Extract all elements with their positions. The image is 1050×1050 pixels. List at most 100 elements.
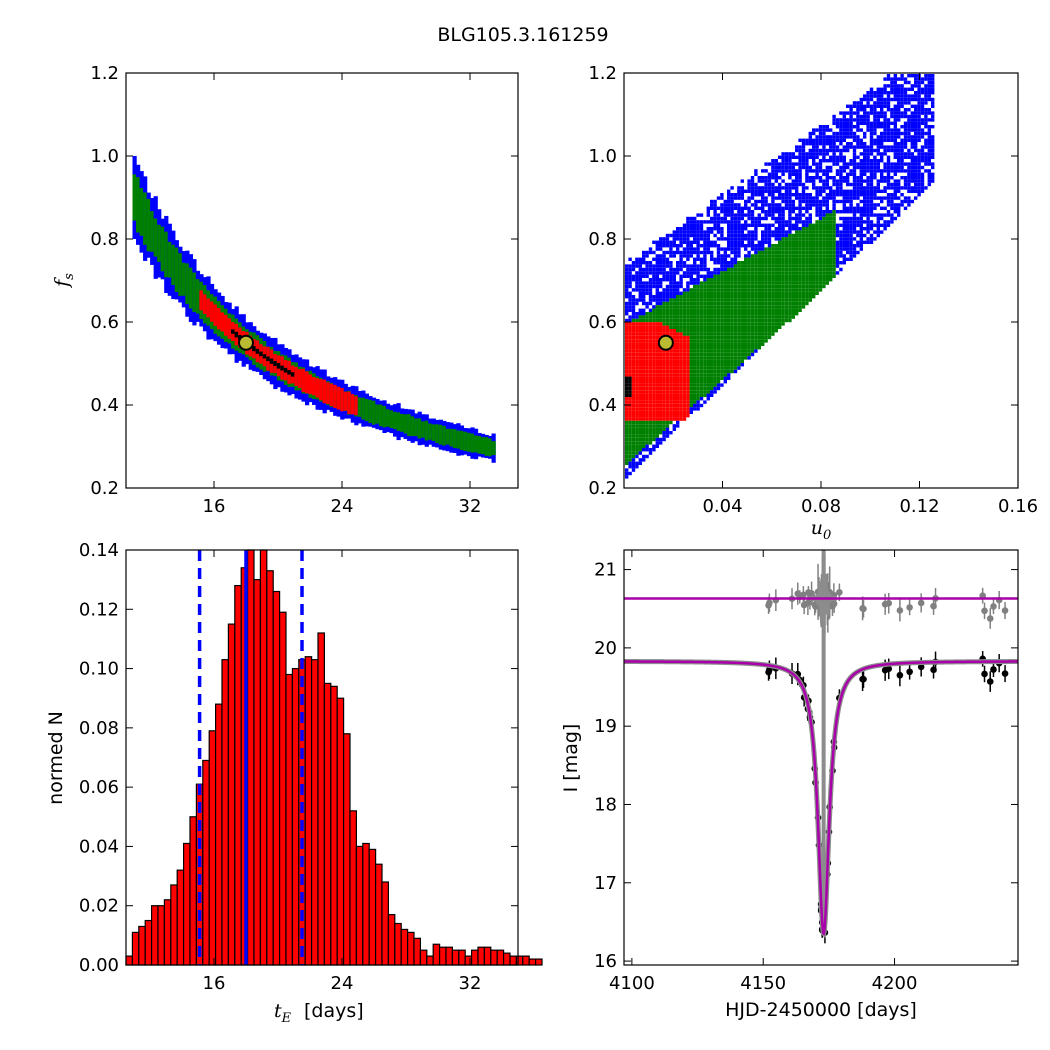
posterior-cell	[927, 152, 931, 156]
posterior-cell	[754, 288, 758, 292]
posterior-cell	[693, 366, 697, 370]
posterior-cell	[672, 240, 676, 244]
posterior-cell	[713, 386, 717, 391]
posterior-cell	[781, 165, 785, 170]
posterior-cell	[689, 359, 693, 363]
posterior-cell	[767, 267, 772, 272]
posterior-cell	[631, 315, 636, 319]
posterior-cell	[703, 380, 707, 384]
posterior-cell	[778, 271, 782, 275]
posterior-cell	[903, 94, 908, 98]
posterior-cell	[669, 267, 673, 272]
posterior-cell	[795, 148, 799, 153]
posterior-cell	[652, 329, 656, 333]
posterior-cell	[774, 203, 778, 207]
posterior-cell	[869, 237, 874, 241]
posterior-cell	[672, 288, 676, 292]
posterior-cell	[710, 199, 714, 204]
posterior-cell	[825, 196, 829, 200]
posterior-cell	[645, 369, 649, 374]
posterior-cell	[642, 291, 646, 295]
posterior-cell	[662, 424, 666, 428]
posterior-cell	[897, 159, 901, 163]
posterior-cell	[669, 414, 673, 418]
posterior-cell	[686, 325, 690, 329]
posterior-cell	[665, 393, 670, 397]
posterior-cell	[883, 111, 887, 115]
posterior-cell	[767, 274, 772, 278]
posterior-cell	[788, 281, 792, 285]
posterior-cell	[835, 193, 840, 197]
posterior-cell	[676, 312, 680, 316]
posterior-cell	[703, 329, 707, 333]
posterior-cell	[764, 227, 768, 231]
posterior-cell	[699, 342, 704, 346]
posterior-cell	[716, 366, 721, 370]
posterior-cell	[781, 264, 785, 268]
posterior-cell	[720, 254, 724, 258]
posterior-cell	[689, 322, 693, 326]
posterior-cell	[805, 199, 809, 204]
posterior-cell	[648, 373, 653, 377]
posterior-cell	[852, 145, 857, 149]
posterior-cell	[876, 138, 880, 142]
posterior-cell	[910, 97, 914, 102]
posterior-cell	[672, 352, 676, 357]
posterior-cell	[876, 101, 880, 105]
posterior-cell	[849, 108, 853, 112]
posterior-cell	[825, 125, 829, 129]
posterior-cell	[812, 237, 816, 241]
posterior-cell	[883, 220, 887, 224]
posterior-cell	[822, 148, 826, 153]
posterior-cell	[812, 179, 816, 183]
posterior-cell	[635, 393, 639, 397]
posterior-cell	[832, 145, 836, 149]
posterior-cell	[897, 77, 901, 81]
posterior-cell	[676, 250, 680, 255]
posterior-cell	[883, 206, 887, 210]
posterior-cell	[730, 363, 734, 367]
posterior-cell	[825, 257, 829, 261]
posterior-cell	[747, 196, 751, 200]
posterior-cell	[716, 271, 721, 275]
posterior-cell	[693, 373, 697, 377]
posterior-cell	[750, 261, 755, 265]
posterior-cell	[771, 305, 775, 309]
posterior-cell	[893, 138, 897, 142]
posterior-cell	[791, 162, 795, 166]
posterior-cell	[672, 254, 676, 258]
posterior-cell	[795, 213, 799, 217]
posterior-cell	[181, 262, 186, 296]
posterior-cell	[754, 284, 758, 289]
posterior-cell	[679, 407, 683, 411]
posterior-cell	[907, 108, 911, 112]
histogram-bar	[272, 590, 281, 966]
posterior-cell	[907, 155, 911, 159]
posterior-cell	[808, 216, 812, 221]
panel-tE-histogram: 16 24 320.000.020.040.060.080.100.120.14tE…	[45, 540, 543, 1026]
posterior-cell	[744, 278, 748, 282]
residual-point	[981, 607, 988, 615]
posterior-cell	[682, 386, 687, 391]
posterior-cell	[703, 274, 707, 278]
posterior-cell	[866, 230, 870, 234]
posterior-cell	[849, 196, 853, 200]
posterior-cell	[910, 135, 914, 139]
posterior-cell	[733, 342, 738, 346]
posterior-cell	[648, 420, 653, 425]
posterior-cell	[659, 295, 663, 299]
posterior-cell	[815, 148, 819, 153]
posterior-cell	[652, 264, 656, 268]
posterior-cell	[642, 414, 646, 418]
posterior-cell	[645, 403, 649, 408]
posterior-cell	[456, 430, 461, 449]
posterior-cell	[693, 325, 697, 329]
histogram-bar	[387, 914, 396, 966]
posterior-cell	[659, 281, 663, 285]
posterior-cell	[146, 198, 151, 252]
posterior-cell	[883, 101, 887, 105]
posterior-cell	[914, 80, 918, 85]
posterior-cell	[903, 138, 908, 142]
posterior-cell	[720, 335, 724, 340]
posterior-cell	[648, 356, 653, 360]
